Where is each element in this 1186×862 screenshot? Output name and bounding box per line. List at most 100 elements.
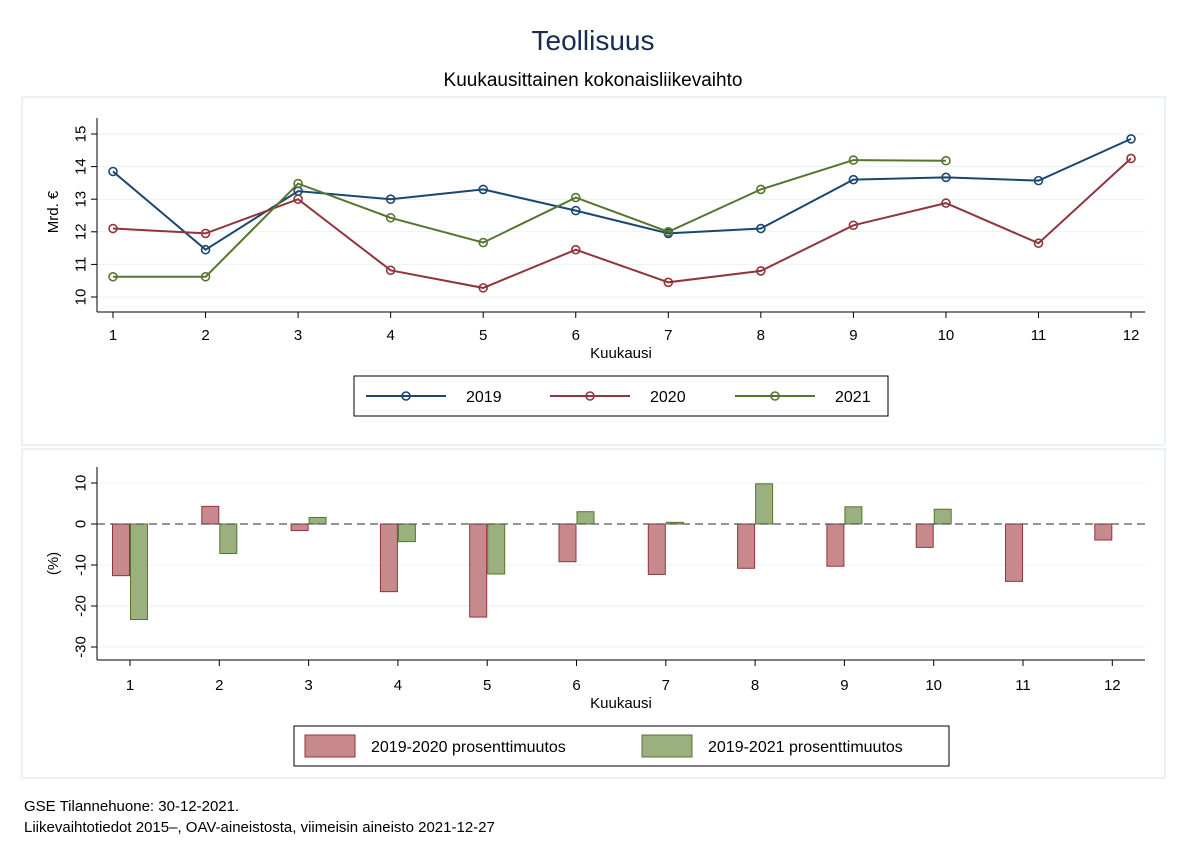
y-tick-label: 12 — [73, 223, 90, 240]
bar-2019-2021 — [576, 511, 595, 525]
data-point-2020 — [570, 244, 581, 255]
bar-2019-2020 — [112, 523, 130, 577]
data-point-2020 — [200, 228, 211, 239]
data-point-2021 — [756, 184, 766, 195]
data-point-2019 — [200, 244, 211, 255]
x-tick-label: 4 — [394, 677, 402, 694]
x-tick-label: 6 — [572, 327, 580, 344]
data-point-2021 — [941, 155, 951, 166]
data-point-2020 — [293, 194, 303, 204]
x-tick-label: 3 — [294, 327, 302, 344]
data-point-2021 — [108, 271, 118, 282]
x-tick-label: 2 — [215, 677, 223, 694]
data-point-2021 — [848, 155, 859, 165]
data-point-2019 — [1126, 134, 1136, 144]
data-point-2019 — [848, 174, 859, 185]
data-point-2019 — [478, 184, 489, 195]
data-point-2020 — [941, 198, 951, 208]
legend-label-2020: 2020 — [650, 389, 686, 406]
y-tick-label: 0 — [73, 520, 90, 528]
x-tick-label: 8 — [751, 677, 759, 694]
y-tick-label: 10 — [73, 475, 90, 492]
bar-2019-2020 — [290, 523, 309, 532]
data-point-2021 — [200, 271, 211, 282]
data-point-2021 — [570, 192, 581, 203]
legend-marker-2020 — [585, 391, 595, 401]
data-point-2019 — [385, 194, 396, 204]
x-tick-label: 3 — [304, 677, 312, 694]
series-line-2019 — [112, 137, 1132, 251]
bar-2019-2021 — [487, 523, 506, 575]
bar-2019-2020 — [379, 523, 398, 593]
data-point-2020 — [1126, 153, 1136, 164]
data-point-2020 — [848, 220, 859, 231]
data-point-2020 — [1033, 238, 1044, 249]
chart-title: Teollisuus — [532, 25, 655, 56]
bar-2019-2020 — [1094, 523, 1113, 541]
data-point-2019 — [941, 172, 951, 183]
x-tick-label: 5 — [483, 677, 491, 694]
x-tick-label: 7 — [664, 327, 672, 344]
data-point-2021 — [663, 227, 674, 237]
x-tick-label: 5 — [479, 327, 487, 344]
bar-chart: 100-10-20-301 2 3 4 5 6 7 8 9 10 11 12Kuukausi(%)20… — [45, 467, 1145, 767]
chart-subtitle: Kuukausittainen kokonaisliikevaihto — [444, 70, 743, 91]
x-tick-label: 12 — [1104, 677, 1121, 694]
bar-2019-2020 — [201, 505, 220, 525]
legend-label-2019: 2019 — [466, 389, 502, 406]
data-point-2019 — [570, 205, 581, 216]
y-tick-label: 14 — [73, 158, 90, 175]
x-tick-label: 9 — [849, 327, 857, 344]
x-axis-label: Kuukausi — [590, 695, 652, 712]
bar-legend — [293, 725, 950, 767]
series-line-2021 — [113, 159, 946, 278]
bar-2019-2021 — [755, 483, 774, 525]
x-tick-label: 1 — [126, 677, 134, 694]
bar-2019-2020 — [469, 523, 488, 618]
y-tick-label: -30 — [73, 636, 90, 658]
x-tick-label: 11 — [1015, 677, 1031, 694]
data-point-2021 — [478, 237, 489, 248]
bar-2019-2021 — [933, 508, 952, 525]
legend-label-2021: 2021 — [835, 389, 871, 406]
x-tick-label: 4 — [386, 327, 394, 344]
bar-2019-2020 — [826, 523, 845, 567]
y-tick-label: -10 — [73, 554, 90, 576]
data-point-2021 — [385, 212, 396, 223]
y-tick-label: 11 — [73, 257, 90, 273]
legend-label-2019-2021: 2019-2021 prosenttimuutos — [708, 739, 903, 756]
bar-2019-2021 — [219, 523, 238, 555]
data-point-2020 — [108, 223, 118, 234]
x-tick-label: 1 — [109, 327, 117, 344]
y-axis-label: (%) — [45, 552, 62, 575]
footer-line-1: GSE Tilannehuone: 30-12-2021. — [24, 798, 239, 815]
bar-2019-2020 — [915, 523, 934, 548]
x-axis-label: Kuukausi — [590, 345, 652, 362]
legend-label-2019-2020: 2019-2020 prosenttimuutos — [371, 739, 566, 756]
data-point-2020 — [663, 277, 674, 288]
data-point-2020 — [385, 265, 396, 276]
x-tick-label: 6 — [572, 677, 580, 694]
bar-2019-2020 — [1005, 523, 1023, 582]
bar-2019-2021 — [130, 523, 148, 621]
x-tick-label: 12 — [1123, 327, 1140, 344]
x-tick-label: 2 — [201, 327, 209, 344]
data-point-2020 — [478, 283, 489, 293]
x-tick-label: 8 — [757, 327, 765, 344]
x-tick-label: 7 — [662, 677, 670, 694]
y-axis-label: Mrd. € — [45, 190, 62, 233]
legend-marker-2021 — [770, 391, 780, 401]
legend-swatch-2019-2020 — [304, 734, 356, 758]
x-tick-label: 10 — [925, 677, 942, 694]
legend-marker-2019 — [401, 391, 411, 401]
y-tick-label: 13 — [73, 191, 90, 208]
x-tick-label: 11 — [1031, 327, 1047, 344]
x-tick-label: 9 — [840, 677, 848, 694]
y-tick-label: -20 — [73, 595, 90, 617]
bar-2019-2021 — [397, 523, 416, 543]
series-line-2020 — [112, 157, 1132, 289]
bar-2019-2021 — [844, 506, 863, 525]
x-tick-label: 10 — [938, 327, 955, 344]
